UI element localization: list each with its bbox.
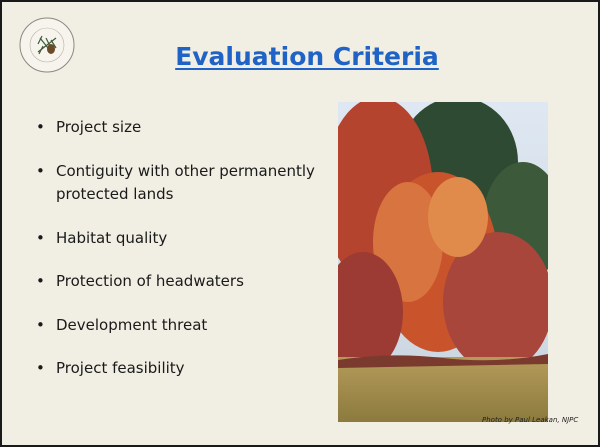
slide: Evaluation Criteria Project size Contigui… xyxy=(0,0,600,447)
bullet-item: Habitat quality xyxy=(36,227,316,251)
bullet-item: Development threat xyxy=(36,314,316,338)
bullet-item: Protection of headwaters xyxy=(36,270,316,294)
bullet-item: Project size xyxy=(36,116,316,140)
bullet-item: Project feasibility xyxy=(36,357,316,381)
photo xyxy=(338,102,548,422)
seal-logo xyxy=(18,16,76,74)
slide-title: Evaluation Criteria xyxy=(142,42,472,71)
bullet-item: Contiguity with other permanently protec… xyxy=(36,160,316,207)
bullet-list: Project size Contiguity with other perman… xyxy=(36,116,316,401)
photo-credit: Photo by Paul Leakan, NJPC xyxy=(482,416,578,424)
